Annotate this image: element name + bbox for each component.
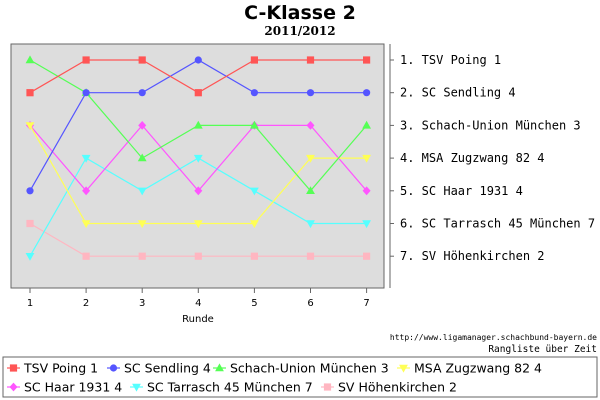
data-point xyxy=(194,56,202,64)
data-point xyxy=(137,187,147,196)
data-point xyxy=(194,186,203,196)
data-point xyxy=(362,120,371,129)
data-point xyxy=(250,220,259,229)
data-point xyxy=(306,220,315,229)
data-point xyxy=(250,120,259,129)
legend-box xyxy=(2,356,598,398)
rank-axis: 1. TSV Poing 1 2. SC Sendling 4 3. Schach-… xyxy=(390,53,595,263)
rank-label: 6. SC Tarrasch 45 München 7 xyxy=(400,217,595,231)
data-point xyxy=(26,219,34,228)
data-point xyxy=(306,252,315,260)
legend-item: SC Haar 1931 4 xyxy=(7,380,122,395)
series-2 xyxy=(26,56,371,195)
rank-label: 7. SV Höhenkirchen 2 xyxy=(400,249,545,263)
legend-item: Schach-Union München 3 xyxy=(213,361,389,376)
data-point xyxy=(138,252,146,260)
data-point xyxy=(399,364,408,373)
data-point xyxy=(250,89,258,97)
data-point xyxy=(215,363,224,372)
series-7 xyxy=(26,219,371,260)
data-point xyxy=(82,252,90,260)
chart-subtitle: 2011/2012 xyxy=(264,24,335,38)
data-point xyxy=(137,220,147,229)
data-point xyxy=(363,252,371,260)
plot-area xyxy=(10,43,385,289)
chart-title: C-Klasse 2 xyxy=(244,2,356,24)
legend: TSV Poing 1 SC Sendling 4 Schach-Union Mün… xyxy=(7,361,542,395)
data-point xyxy=(25,253,35,261)
data-point xyxy=(362,154,371,163)
data-point xyxy=(194,252,202,260)
legend-label: SC Tarrasch 45 München 7 xyxy=(147,380,313,395)
data-point xyxy=(81,220,91,229)
series-1 xyxy=(26,56,371,97)
data-point xyxy=(250,56,258,64)
series-4 xyxy=(25,122,371,229)
data-point xyxy=(137,153,147,162)
data-point xyxy=(306,186,315,194)
data-point xyxy=(306,121,315,130)
x-tick-label: 6 xyxy=(307,298,313,309)
data-point xyxy=(306,56,315,64)
rank-label: 4. MSA Zugzwang 82 4 xyxy=(400,151,545,165)
data-point xyxy=(306,154,315,163)
data-point xyxy=(363,56,371,64)
rank-label: 1. TSV Poing 1 xyxy=(400,53,501,67)
data-point xyxy=(193,154,203,163)
data-point xyxy=(132,383,141,392)
data-point xyxy=(9,364,18,372)
series-layer xyxy=(25,55,371,261)
data-point xyxy=(25,122,35,130)
data-point xyxy=(138,121,147,130)
x-tick-label: 5 xyxy=(251,298,257,309)
data-point xyxy=(193,120,203,129)
chart-caption: Rangliste über Zeit xyxy=(488,344,597,355)
series-5 xyxy=(26,121,371,196)
legend-item: SC Sendling 4 xyxy=(107,361,211,376)
x-tick-label: 2 xyxy=(83,298,89,309)
x-tick-label: 3 xyxy=(139,298,145,309)
data-point xyxy=(193,220,203,229)
data-point xyxy=(323,383,332,391)
data-point xyxy=(362,186,371,196)
data-point xyxy=(250,252,258,260)
legend-item: TSV Poing 1 xyxy=(7,361,98,376)
x-tick-label: 7 xyxy=(363,298,369,309)
data-point xyxy=(363,89,371,97)
data-point xyxy=(362,220,371,229)
rank-label: 2. SC Sendling 4 xyxy=(400,86,516,100)
data-point xyxy=(82,89,90,97)
source-url: http://www.ligamanager.schachbund-bayern… xyxy=(390,333,597,342)
legend-label: TSV Poing 1 xyxy=(23,361,98,376)
data-point xyxy=(82,56,90,64)
x-tick-label: 4 xyxy=(195,298,201,309)
data-point xyxy=(138,89,146,97)
legend-label: SC Haar 1931 4 xyxy=(24,380,122,395)
data-point xyxy=(194,89,202,97)
legend-label: MSA Zugzwang 82 4 xyxy=(414,361,542,376)
legend-item: SC Tarrasch 45 München 7 xyxy=(130,380,313,395)
legend-label: Schach-Union München 3 xyxy=(230,361,389,376)
data-point xyxy=(306,89,315,97)
x-tick-label: 1 xyxy=(27,298,33,309)
data-point xyxy=(82,186,91,196)
data-point xyxy=(26,187,34,195)
legend-item: MSA Zugzwang 82 4 xyxy=(397,361,542,376)
data-point xyxy=(26,89,34,97)
legend-item: SV Höhenkirchen 2 xyxy=(321,380,457,395)
series-6 xyxy=(25,154,371,261)
legend-label: SC Sendling 4 xyxy=(124,361,211,376)
rank-label: 3. Schach-Union München 3 xyxy=(400,118,581,132)
data-point xyxy=(250,187,259,196)
rank-label: 5. SC Haar 1931 4 xyxy=(400,184,523,198)
legend-label: SV Höhenkirchen 2 xyxy=(338,380,457,395)
x-axis: 1 2 3 4 5 6 7 xyxy=(27,288,370,309)
data-point xyxy=(9,382,18,392)
data-point xyxy=(81,154,91,163)
data-point xyxy=(109,364,118,372)
x-axis-label: Runde xyxy=(182,314,214,325)
data-point xyxy=(25,55,35,64)
data-point xyxy=(138,56,146,64)
